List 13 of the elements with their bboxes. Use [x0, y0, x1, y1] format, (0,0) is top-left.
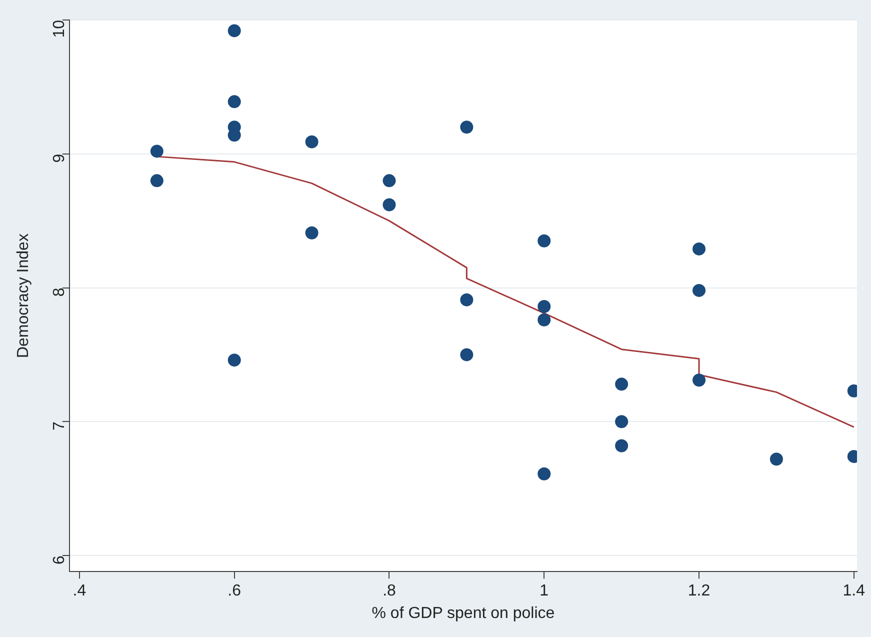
x-tick-label: .4: [72, 582, 86, 600]
y-tick-label: 6: [50, 555, 68, 564]
x-tick-label: .6: [228, 582, 242, 600]
y-tick-label: 7: [50, 422, 68, 431]
x-tick-label: .8: [382, 582, 396, 600]
x-tick-label: 1.4: [842, 582, 866, 600]
x-tick-label: 1: [540, 582, 549, 600]
y-tick-label: 8: [50, 288, 68, 297]
y-tick-label: 9: [50, 154, 68, 163]
y-axis-title: Democracy Index: [15, 234, 32, 358]
x-axis-title: % of GDP spent on police: [372, 604, 555, 622]
x-tick-label: 1.2: [688, 582, 710, 600]
y-tick-label: 10: [50, 20, 68, 38]
